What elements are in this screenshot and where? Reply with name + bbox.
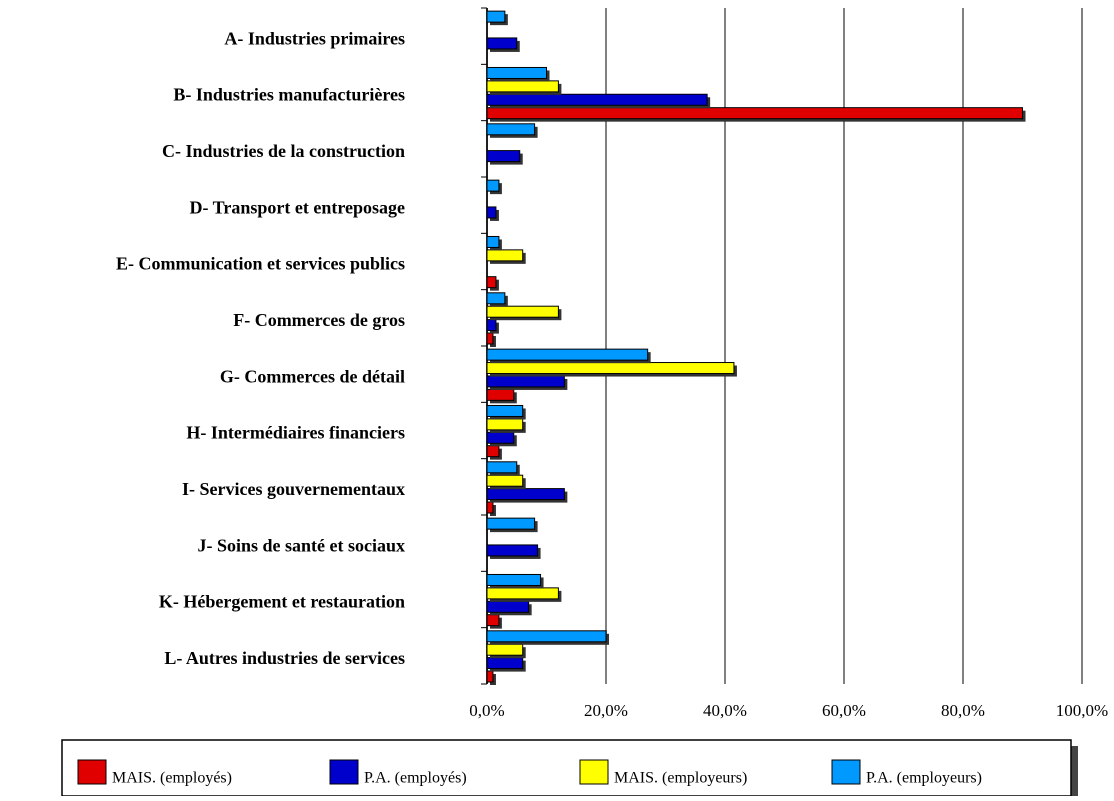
category-label: E- Communication et services publics	[116, 254, 405, 274]
category-label: K- Hébergement et restauration	[159, 592, 405, 612]
bar	[486, 630, 607, 643]
bar	[486, 66, 547, 79]
bar	[486, 375, 565, 388]
bar	[486, 179, 500, 192]
x-tick-label: 20,0%	[584, 701, 628, 720]
category-label: A- Industries primaires	[224, 28, 405, 48]
bar	[486, 362, 735, 375]
bar	[486, 206, 497, 219]
bar	[486, 235, 500, 248]
bar	[486, 80, 559, 93]
bar	[486, 150, 521, 163]
legend-swatch	[579, 759, 609, 785]
bar	[486, 501, 494, 514]
x-tick-label: 60,0%	[822, 701, 866, 720]
bar	[486, 404, 524, 417]
bar	[486, 544, 539, 557]
legend-shadow	[1071, 746, 1078, 796]
category-label: L- Autres industries de services	[164, 648, 405, 668]
bar	[486, 388, 515, 401]
x-tick-label: 40,0%	[703, 701, 747, 720]
bar	[486, 305, 559, 318]
bar	[486, 418, 524, 431]
bar	[486, 657, 524, 670]
bar	[486, 10, 506, 23]
bar	[486, 488, 565, 501]
bar	[486, 614, 500, 627]
bar	[486, 670, 494, 683]
bar	[486, 474, 524, 487]
bar	[486, 348, 649, 361]
category-label: D- Transport et entreposage	[190, 197, 405, 217]
legend-label: MAIS. (employés)	[112, 770, 232, 787]
category-label: J- Soins de santé et sociaux	[197, 535, 405, 555]
bar	[486, 332, 494, 345]
legend-label: P.A. (employés)	[364, 770, 467, 787]
bar	[486, 445, 500, 458]
bar	[486, 573, 542, 586]
bar	[486, 461, 518, 474]
category-label: I- Services gouvernementaux	[182, 479, 405, 499]
bar	[486, 123, 536, 136]
legend-swatch	[77, 759, 107, 785]
bar	[486, 37, 518, 50]
legend-swatch	[329, 759, 359, 785]
legend-swatch	[831, 759, 861, 785]
x-tick-label: 100,0%	[1056, 701, 1108, 720]
bar	[486, 517, 536, 530]
x-tick-label: 0,0%	[469, 701, 504, 720]
category-label: F- Commerces de gros	[233, 310, 405, 330]
bar	[486, 93, 708, 106]
bar	[486, 600, 530, 613]
category-label: C- Industries de la construction	[162, 141, 405, 161]
category-label: B- Industries manufacturières	[173, 85, 405, 105]
bar	[486, 319, 497, 332]
x-tick-label: 80,0%	[941, 701, 985, 720]
bar	[486, 587, 559, 600]
bar	[486, 292, 506, 305]
legend-label: MAIS. (employeurs)	[614, 770, 747, 787]
bar	[486, 107, 1023, 120]
category-label: H- Intermédiaires financiers	[186, 423, 405, 443]
bar	[486, 643, 524, 656]
bar	[486, 249, 524, 262]
category-label: G- Commerces de détail	[220, 366, 405, 386]
legend-box	[61, 739, 1072, 797]
bar	[486, 276, 497, 289]
bar	[486, 431, 515, 444]
legend-label: P.A. (employeurs)	[866, 770, 982, 787]
